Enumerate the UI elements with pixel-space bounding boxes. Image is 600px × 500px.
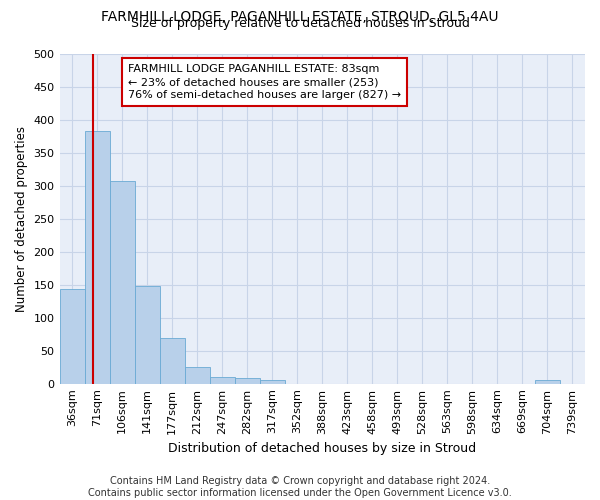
Text: FARMHILL LODGE, PAGANHILL ESTATE, STROUD, GL5 4AU: FARMHILL LODGE, PAGANHILL ESTATE, STROUD… bbox=[101, 10, 499, 24]
Text: Size of property relative to detached houses in Stroud: Size of property relative to detached ho… bbox=[131, 18, 469, 30]
Bar bbox=[185, 367, 209, 384]
Bar bbox=[134, 286, 160, 384]
Bar bbox=[235, 378, 260, 384]
Bar bbox=[209, 377, 235, 384]
Bar bbox=[110, 182, 134, 384]
X-axis label: Distribution of detached houses by size in Stroud: Distribution of detached houses by size … bbox=[168, 442, 476, 455]
Y-axis label: Number of detached properties: Number of detached properties bbox=[15, 126, 28, 312]
Bar bbox=[85, 131, 110, 384]
Bar bbox=[160, 338, 185, 384]
Text: Contains HM Land Registry data © Crown copyright and database right 2024.
Contai: Contains HM Land Registry data © Crown c… bbox=[88, 476, 512, 498]
Bar bbox=[260, 380, 285, 384]
Bar bbox=[59, 290, 85, 384]
Text: FARMHILL LODGE PAGANHILL ESTATE: 83sqm
← 23% of detached houses are smaller (253: FARMHILL LODGE PAGANHILL ESTATE: 83sqm ←… bbox=[128, 64, 401, 100]
Bar bbox=[535, 380, 560, 384]
